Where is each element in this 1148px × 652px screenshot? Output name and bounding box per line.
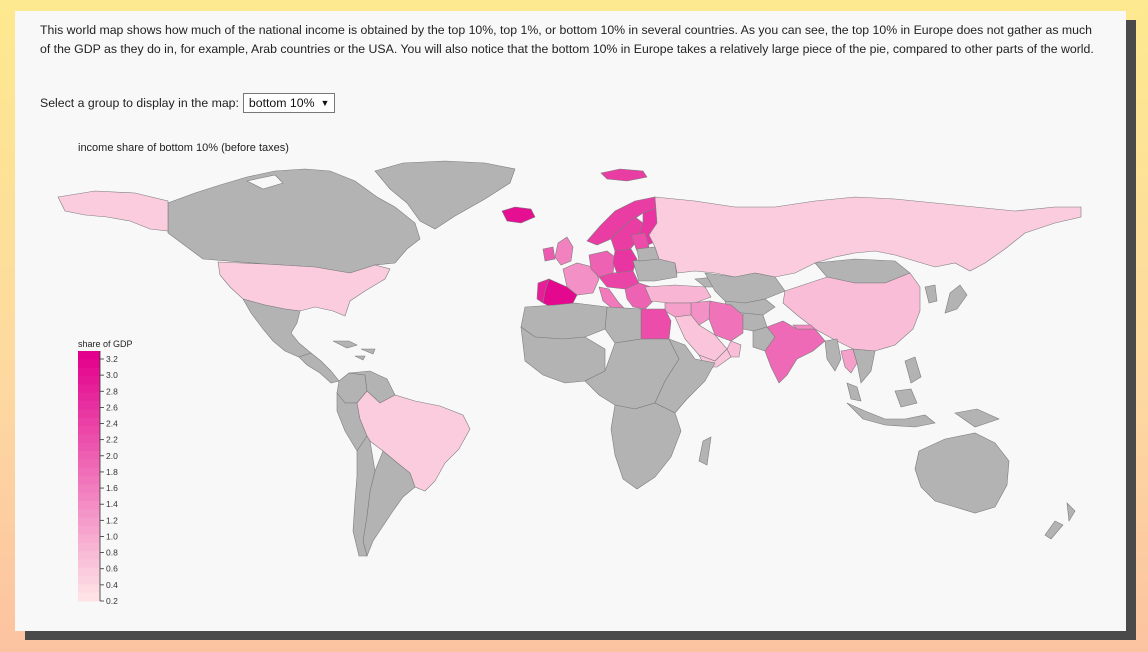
legend-swatch <box>78 567 100 577</box>
country-nepal[interactable] <box>792 324 816 330</box>
legend-tick-label: 1.2 <box>106 515 118 525</box>
legend-swatch <box>78 359 100 369</box>
country-new-zealand[interactable] <box>1044 502 1076 540</box>
country-east-africa[interactable] <box>654 338 716 414</box>
group-select-value: bottom 10% <box>248 96 315 110</box>
legend-tick-label: 0.8 <box>106 548 118 558</box>
legend-swatch <box>78 484 100 494</box>
world-map: share of GDP 3.2 3.0 2.8 2.6 2.4 2.2 2.0 1.8 1.6 1… <box>57 160 1082 606</box>
country-united-states[interactable] <box>217 261 391 317</box>
country-central-america[interactable] <box>298 352 340 384</box>
country-alaska[interactable] <box>57 190 169 232</box>
legend-swatch <box>78 551 100 560</box>
legend-swatch <box>78 501 100 510</box>
legend-tick-label: 0.6 <box>106 564 118 574</box>
legend-tick-label: 3.0 <box>106 370 118 380</box>
legend-swatch <box>78 592 100 602</box>
legend-tick-label: 1.8 <box>106 467 118 477</box>
country-layer <box>57 160 1082 557</box>
country-oman[interactable] <box>726 340 742 358</box>
group-select[interactable]: bottom 10% ▼ <box>242 93 336 113</box>
legend-swatch <box>78 351 100 360</box>
legend-tick-label: 0.2 <box>106 596 118 606</box>
country-greenland[interactable] <box>374 160 516 230</box>
legend-swatch <box>78 434 100 444</box>
country-ireland[interactable] <box>542 246 556 262</box>
country-canada[interactable] <box>167 168 421 274</box>
legend-swatch <box>78 559 100 569</box>
intro-paragraph: This world map shows how much of the nat… <box>40 23 1094 56</box>
caret-down-icon: ▼ <box>320 98 330 108</box>
legend-tick-label: 2.4 <box>106 419 118 429</box>
country-india[interactable] <box>764 320 826 384</box>
legend-tick-label: 2.2 <box>106 435 118 445</box>
country-japan[interactable] <box>944 284 968 314</box>
legend-swatch <box>78 534 100 544</box>
content-card: This world map shows how much of the nat… <box>15 11 1126 631</box>
country-united-kingdom[interactable] <box>554 236 574 266</box>
country-chile[interactable] <box>352 435 376 557</box>
legend-swatch <box>78 392 100 402</box>
country-indochina[interactable] <box>852 348 876 384</box>
legend-swatch <box>78 367 100 377</box>
country-portugal[interactable] <box>536 278 550 304</box>
legend: share of GDP 3.2 3.0 2.8 2.6 2.4 2.2 2.0 1.8 1.6 1… <box>78 339 133 606</box>
country-svalbard[interactable] <box>600 168 648 182</box>
legend-swatch <box>78 476 100 485</box>
legend-tick-label: 2.6 <box>106 402 118 412</box>
country-australia[interactable] <box>914 432 1010 514</box>
country-madagascar[interactable] <box>698 436 712 466</box>
legend-swatch <box>78 451 100 460</box>
legend-swatch <box>78 492 100 502</box>
legend-tick-label: 2.8 <box>106 386 118 396</box>
legend-swatch <box>78 417 100 427</box>
legend-swatch <box>78 401 100 410</box>
country-russia[interactable] <box>648 196 1082 278</box>
map-title: income share of bottom 10% (before taxes… <box>78 142 289 154</box>
legend-tick-label: 0.4 <box>106 580 118 590</box>
country-iran[interactable] <box>708 300 744 342</box>
legend-swatch <box>78 459 100 469</box>
group-selector-label: Select a group to display in the map: <box>40 96 239 110</box>
country-baltics[interactable] <box>630 232 650 252</box>
legend-swatch <box>78 584 100 594</box>
country-north-africa[interactable] <box>520 302 608 340</box>
group-selector-row: Select a group to display in the map: bo… <box>40 93 336 113</box>
country-indonesia[interactable] <box>846 388 936 428</box>
country-mexico[interactable] <box>242 298 312 358</box>
legend-tick-label: 1.4 <box>106 499 118 509</box>
country-malaysia[interactable] <box>846 382 862 402</box>
country-southern-africa[interactable] <box>610 402 682 490</box>
country-caribbean[interactable] <box>332 340 376 361</box>
country-papua-new-guinea[interactable] <box>954 408 1000 428</box>
legend-swatch <box>78 409 100 419</box>
legend-swatch <box>78 384 100 394</box>
country-myanmar[interactable] <box>824 338 842 372</box>
country-turkey[interactable] <box>644 284 712 304</box>
country-syria[interactable] <box>664 302 692 318</box>
legend-swatch <box>78 526 100 535</box>
legend-swatch <box>78 517 100 527</box>
country-korea[interactable] <box>924 284 938 304</box>
legend-swatch <box>78 426 100 435</box>
legend-swatch <box>78 509 100 519</box>
legend-tick-label: 1.6 <box>106 483 118 493</box>
country-egypt[interactable] <box>640 308 672 340</box>
legend-swatch <box>78 467 100 477</box>
country-kazakhstan[interactable] <box>704 272 786 304</box>
country-libya[interactable] <box>604 306 642 344</box>
country-iceland[interactable] <box>501 206 536 224</box>
legend-swatch <box>78 576 100 585</box>
country-thailand[interactable] <box>840 348 858 374</box>
legend-tick-label: 3.2 <box>106 354 118 364</box>
country-philippines[interactable] <box>904 356 922 384</box>
legend-tick-label: 2.0 <box>106 451 118 461</box>
legend-title: share of GDP <box>78 339 133 349</box>
legend-tick-label: 1.0 <box>106 531 118 541</box>
legend-swatch <box>78 376 100 385</box>
country-china[interactable] <box>782 272 921 352</box>
legend-swatch <box>78 442 100 452</box>
legend-swatch <box>78 542 100 552</box>
